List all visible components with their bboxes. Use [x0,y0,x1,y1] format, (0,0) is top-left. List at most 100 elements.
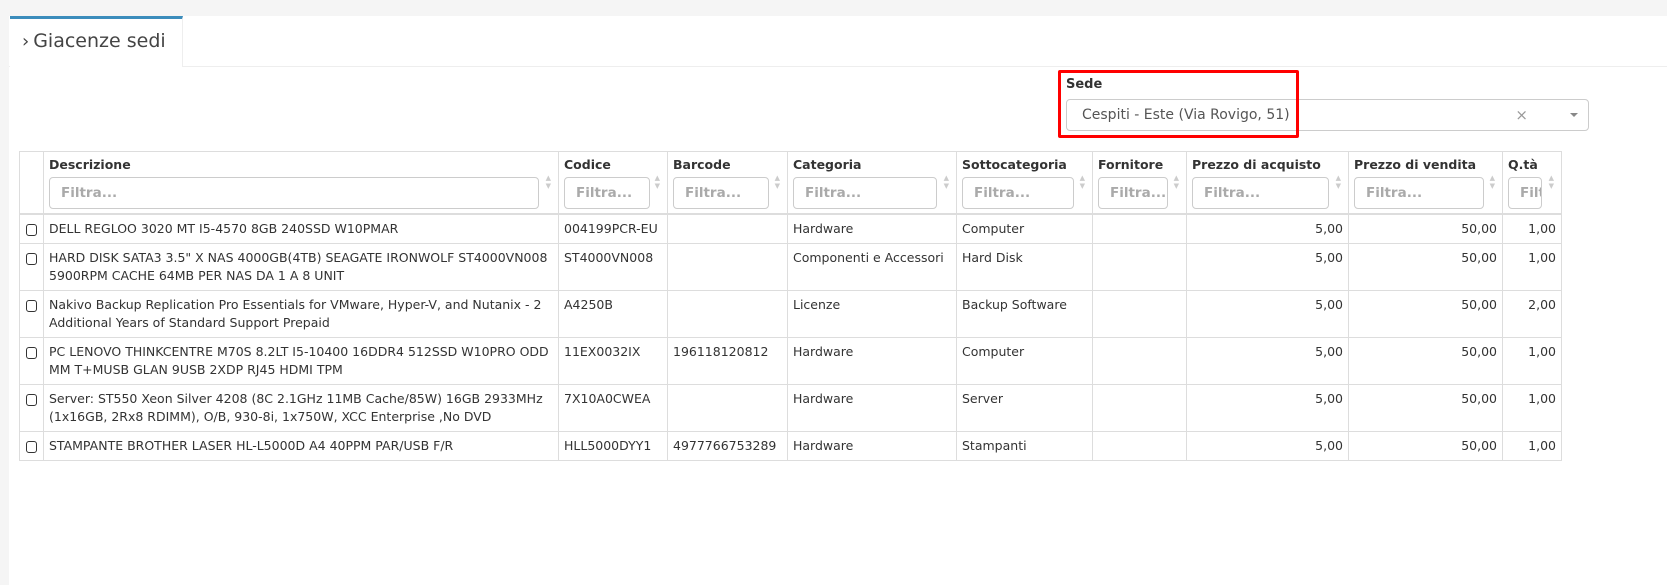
column-label: Descrizione [49,157,131,172]
column-label: Categoria [793,157,862,172]
table-cell: ST4000VN008 [558,243,668,291]
column-header[interactable]: Fornitore Filtra... ▲ ▼ [1092,151,1187,215]
table-cell: 196118120812 [667,337,788,385]
table-cell: 1,00 [1502,337,1562,385]
row-select-cell [19,384,44,432]
table-cell [1092,213,1187,244]
filter-placeholder: Filtra... [576,185,633,201]
column-filter-input[interactable]: Filtra... [1508,177,1542,209]
sort-icon[interactable]: ▲ ▼ [943,174,949,190]
column-header[interactable]: Prezzo di acquisto Filtra... ▲ ▼ [1186,151,1349,215]
sort-icon[interactable]: ▲ ▼ [545,174,551,190]
sort-icon[interactable]: ▲ ▼ [1335,174,1341,190]
row-checkbox[interactable] [26,253,37,265]
table-row[interactable]: PC LENOVO THINKCENTRE M70S 8.2LT I5-1040… [19,337,1562,385]
column-filter-input[interactable]: Filtra... [673,177,769,209]
table-cell: Hardware [787,213,957,244]
table-cell: Hardware [787,431,957,461]
table-row[interactable]: Nakivo Backup Replication Pro Essentials… [19,290,1562,338]
sort-icon[interactable]: ▲ ▼ [654,174,660,190]
table-cell [667,243,788,291]
row-select-cell [19,290,44,338]
table-cell: Nakivo Backup Replication Pro Essentials… [43,290,559,338]
chevron-right-icon: › [22,31,30,52]
row-checkbox[interactable] [26,441,37,453]
row-select-cell [19,213,44,244]
column-label: Prezzo di vendita [1354,157,1477,172]
tab-bar: › Giacenze sedi [9,16,1667,67]
column-label: Q.tà [1508,157,1538,172]
table-cell: 5,00 [1186,290,1349,338]
table-cell: 5,00 [1186,431,1349,461]
column-label: Prezzo di acquisto [1192,157,1321,172]
table-row[interactable]: DELL REGLOO 3020 MT I5-4570 8GB 240SSD W… [19,213,1562,244]
table-cell: 1,00 [1502,384,1562,432]
column-header[interactable]: Descrizione Filtra... ▲ ▼ [43,151,559,215]
row-select-cell [19,431,44,461]
table-row[interactable]: STAMPANTE BROTHER LASER HL-L5000D A4 40P… [19,431,1562,461]
table-cell: 50,00 [1348,290,1503,338]
table-cell: HLL5000DYY1 [558,431,668,461]
table-cell: 1,00 [1502,243,1562,291]
table-cell: STAMPANTE BROTHER LASER HL-L5000D A4 40P… [43,431,559,461]
column-filter-input[interactable]: Filtra... [793,177,937,209]
column-header[interactable]: Codice Filtra... ▲ ▼ [558,151,668,215]
table-cell: 11EX0032IX [558,337,668,385]
sort-icon[interactable]: ▲ ▼ [1489,174,1495,190]
column-filter-input[interactable]: Filtra... [49,177,539,209]
table-cell: Computer [956,337,1093,385]
column-header[interactable]: Sottocategoria Filtra... ▲ ▼ [956,151,1093,215]
filter-placeholder: Filtra... [1204,185,1261,201]
column-filter-input[interactable]: Filtra... [1354,177,1484,209]
table-cell: 1,00 [1502,431,1562,461]
column-label: Codice [564,157,611,172]
filter-placeholder: Filtra... [685,185,742,201]
column-label: Barcode [673,157,731,172]
table-cell [1092,243,1187,291]
filter-placeholder: Filtra... [805,185,862,201]
table-cell: Backup Software [956,290,1093,338]
column-filter-input[interactable]: Filtra... [962,177,1074,209]
column-header[interactable]: Prezzo di vendita Filtra... ▲ ▼ [1348,151,1503,215]
filter-placeholder: Filtra... [1520,185,1541,201]
row-checkbox[interactable] [26,394,37,406]
table-cell: 50,00 [1348,431,1503,461]
table-cell [1092,337,1187,385]
sort-icon[interactable]: ▲ ▼ [774,174,780,190]
caret-down-icon[interactable] [1570,113,1578,117]
table-row[interactable]: HARD DISK SATA3 3.5" X NAS 4000GB(4TB) S… [19,243,1562,291]
sort-icon[interactable]: ▲ ▼ [1079,174,1085,190]
row-select-cell [19,243,44,291]
table-cell: 5,00 [1186,243,1349,291]
column-header[interactable]: Q.tà Filtra... ▲▼ [1502,151,1562,215]
sort-icon[interactable]: ▲ ▼ [1548,174,1554,190]
column-filter-input[interactable]: Filtra... [1192,177,1329,209]
column-filter-input[interactable]: Filtra... [564,177,650,209]
column-header[interactable]: Categoria Filtra... ▲ ▼ [787,151,957,215]
table-cell: Componenti e Accessori [787,243,957,291]
column-header[interactable]: Barcode Filtra... ▲ ▼ [667,151,788,215]
row-checkbox[interactable] [26,224,37,236]
table-cell: HARD DISK SATA3 3.5" X NAS 4000GB(4TB) S… [43,243,559,291]
row-checkbox[interactable] [26,300,37,312]
clear-icon[interactable]: × [1515,106,1528,124]
table-header: Descrizione Filtra... ▲ ▼ Codice Filtra... ▲ ▼ B… [19,151,1562,215]
table-cell: 5,00 [1186,384,1349,432]
table-cell: Hard Disk [956,243,1093,291]
row-checkbox[interactable] [26,347,37,359]
table-cell [667,213,788,244]
column-filter-input[interactable]: Filtra... [1098,177,1168,209]
filter-placeholder: Filtra... [1110,185,1167,201]
table-cell: Licenze [787,290,957,338]
sede-select[interactable]: Cespiti - Este (Via Rovigo, 51) × [1066,99,1589,131]
table-cell: PC LENOVO THINKCENTRE M70S 8.2LT I5-1040… [43,337,559,385]
table-cell: Hardware [787,384,957,432]
table-cell: 5,00 [1186,337,1349,385]
table-row[interactable]: Server: ST550 Xeon Silver 4208 (8C 2.1GH… [19,384,1562,432]
tab-giacenze-sedi[interactable]: › Giacenze sedi [10,16,183,67]
table-cell: Hardware [787,337,957,385]
sede-value: Cespiti - Este (Via Rovigo, 51) [1082,107,1290,123]
sort-icon[interactable]: ▲ ▼ [1173,174,1179,190]
table-cell: 2,00 [1502,290,1562,338]
sede-label: Sede [1066,77,1103,92]
